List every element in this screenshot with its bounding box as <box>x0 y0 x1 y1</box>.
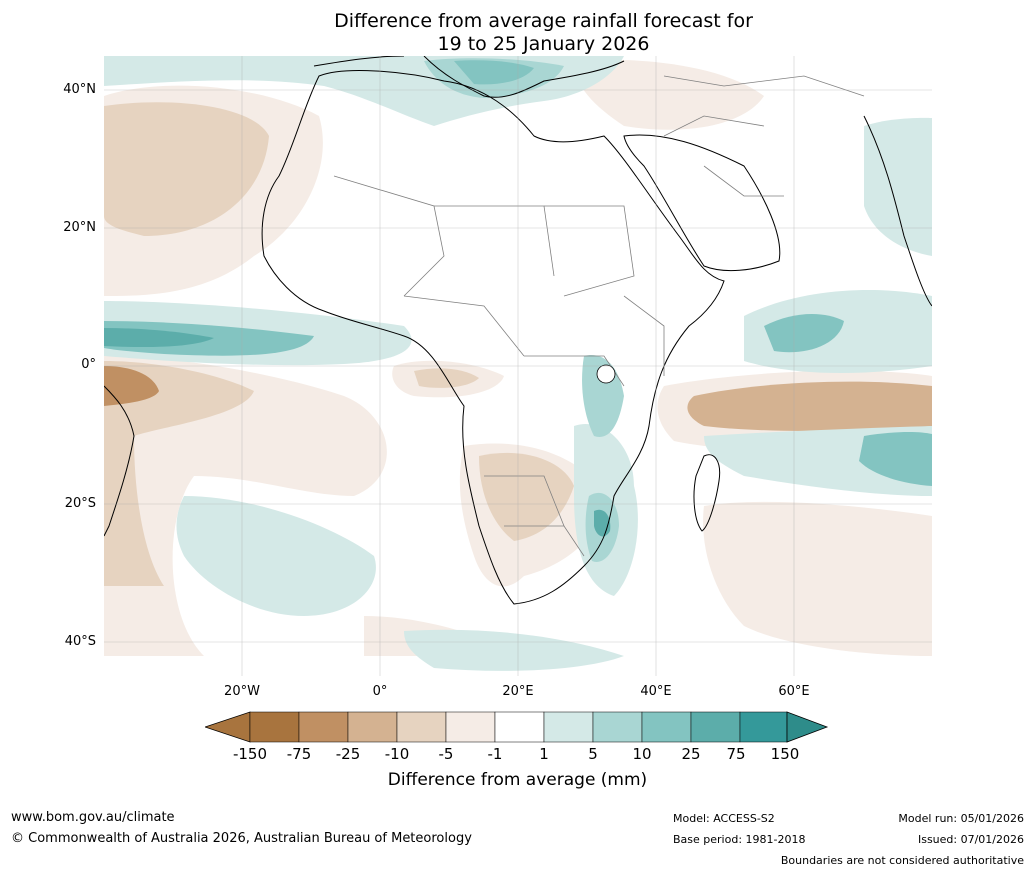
lon-label-40e: 40°E <box>640 684 672 699</box>
wet-region-south-indian-inner <box>859 431 932 486</box>
map-title: Difference from average rainfall forecas… <box>0 10 1035 56</box>
colorbar-swatch-1 <box>249 711 300 743</box>
colorbar-extend-low <box>205 711 251 743</box>
india-coast <box>863 115 932 307</box>
dry-region-southern-africa-inner <box>479 452 574 541</box>
colorbar-swatch-10 <box>690 711 741 743</box>
title-line-2: 19 to 25 January 2026 <box>437 33 650 55</box>
lon-label-20e: 20°E <box>502 684 534 699</box>
border-middle-east-1 <box>663 115 765 137</box>
border-europe-1 <box>663 75 865 97</box>
colorbar-swatch-6 <box>494 711 545 743</box>
colorbar-label: Difference from average (mm) <box>387 770 648 790</box>
border-middle-east-2 <box>703 165 784 197</box>
lat-label-20s: 20°S <box>64 496 96 511</box>
colorbar <box>205 711 829 743</box>
arabian-peninsula <box>623 134 781 271</box>
colorbar-swatch-7 <box>543 711 594 743</box>
base-period: Base period: 1981-2018 <box>673 833 806 846</box>
border-sahara-3 <box>544 205 635 297</box>
colorbar-swatch-8 <box>592 711 643 743</box>
wet-region-mediterranean-core <box>454 60 534 85</box>
colorbar-swatch-11 <box>739 711 788 743</box>
lon-label-60e: 60°E <box>778 684 810 699</box>
border-east-1 <box>623 295 665 376</box>
website-link[interactable]: www.bom.gov.au/climate <box>11 810 175 825</box>
wet-region-southern-ocean <box>404 629 624 671</box>
lon-label-20w: 20°W <box>224 684 260 699</box>
colorbar-tick-12: 150 <box>770 745 800 763</box>
border-sahara-1 <box>333 175 445 297</box>
colorbar-tick-10: 25 <box>681 745 701 763</box>
lat-label-0: 0° <box>81 357 96 372</box>
gridlines <box>104 56 932 676</box>
dry-region-south-atlantic-core <box>104 366 159 406</box>
land-outlines <box>104 56 932 605</box>
colorbar-tick-1: -150 <box>232 745 268 763</box>
border-southern-2 <box>504 525 585 557</box>
lat-label-20n: 20°N <box>63 220 96 235</box>
lake-victoria <box>596 364 616 384</box>
lon-label-0: 0° <box>372 684 388 699</box>
colorbar-tick-11: 75 <box>726 745 746 763</box>
map-svg <box>104 56 932 676</box>
dry-region-southwest-indian <box>703 501 932 656</box>
dry-region-indian-ocean-inner <box>687 381 932 431</box>
africa-coastline <box>261 70 725 605</box>
wet-region-north-indian <box>864 117 932 256</box>
model-run-date: Model run: 05/01/2026 <box>898 812 1024 825</box>
colorbar-swatch-4 <box>396 711 447 743</box>
colorbar-swatch-5 <box>445 711 496 743</box>
colorbar-tick-7: 1 <box>539 745 549 763</box>
lakes <box>596 364 616 384</box>
border-central-1 <box>403 295 525 357</box>
colorbar-swatch-9 <box>641 711 692 743</box>
dry-region-middle-east <box>574 59 764 130</box>
wet-region-arabian-sea-inner <box>764 314 844 353</box>
wet-region-south-atlantic-ocean <box>176 496 376 616</box>
colorbar-tick-6: -1 <box>487 745 503 763</box>
rainfall-map <box>104 56 932 676</box>
colorbar-tick-2: -75 <box>286 745 312 763</box>
dry-region-north-atlantic-inner <box>104 102 269 236</box>
country-borders <box>333 75 865 557</box>
colorbar-tick-5: -5 <box>438 745 454 763</box>
europe-coast <box>313 56 625 98</box>
colorbar-tick-3: -25 <box>335 745 361 763</box>
lat-label-40s: 40°S <box>64 634 96 649</box>
colorbar-tick-8: 5 <box>588 745 598 763</box>
colorbar-swatch-2 <box>298 711 349 743</box>
boundaries-disclaimer: Boundaries are not considered authoritat… <box>780 854 1024 867</box>
dry-region-south-atlantic <box>104 356 387 656</box>
lat-label-40n: 40°N <box>63 82 96 97</box>
madagascar <box>693 454 721 532</box>
wet-region-equatorial-atlantic-core <box>104 328 214 348</box>
colorbar-swatch-3 <box>347 711 398 743</box>
colorbar-tick-9: 10 <box>632 745 652 763</box>
colorbar-extend-high <box>786 711 829 743</box>
copyright-text: © Commonwealth of Australia 2026, Austra… <box>11 831 472 846</box>
colorbar-tick-4: -10 <box>384 745 410 763</box>
south-america-coast <box>104 385 135 537</box>
title-line-1: Difference from average rainfall forecas… <box>334 10 753 32</box>
border-southern-1 <box>484 475 565 527</box>
model-name: Model: ACCESS-S2 <box>673 812 775 825</box>
issued-date: Issued: 07/01/2026 <box>917 833 1024 846</box>
dry-region-south-atlantic-inner <box>104 361 254 586</box>
border-central-2 <box>524 355 625 387</box>
